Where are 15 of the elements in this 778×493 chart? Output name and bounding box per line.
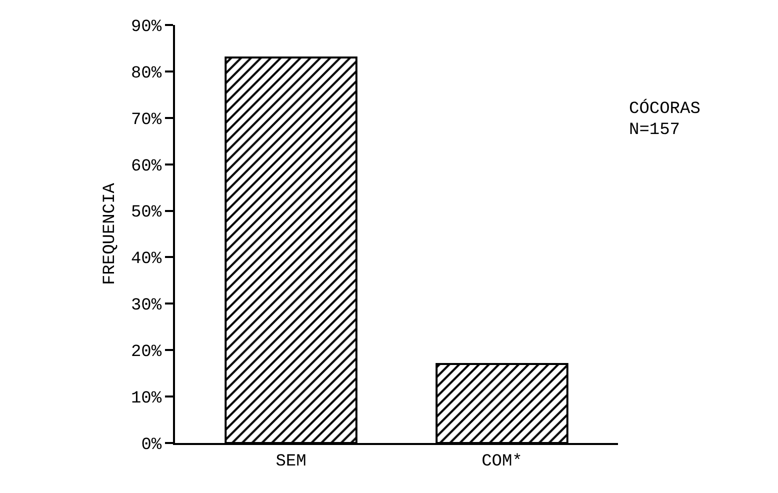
y-axis-title: FREQUENCIA	[101, 182, 120, 286]
x-tick-label: SEM	[276, 452, 306, 472]
x-tick-label: COM*	[482, 452, 522, 472]
text: N=157	[629, 121, 680, 140]
text: CÓCORAS	[629, 98, 700, 119]
y-tick-label: 20%	[130, 343, 162, 362]
y-tick-label: 10%	[130, 390, 162, 409]
y-tick-label: 40%	[130, 250, 162, 270]
y-tick-label: 30%	[130, 296, 162, 316]
y-tick-label: 80%	[130, 64, 162, 84]
y-tick-label: 90%	[130, 18, 162, 37]
y-tick-label: 50%	[130, 204, 162, 223]
y-tick-label: 0%	[141, 436, 162, 455]
y-tick-label: 60%	[130, 157, 162, 176]
y-tick-label: 70%	[130, 110, 162, 130]
